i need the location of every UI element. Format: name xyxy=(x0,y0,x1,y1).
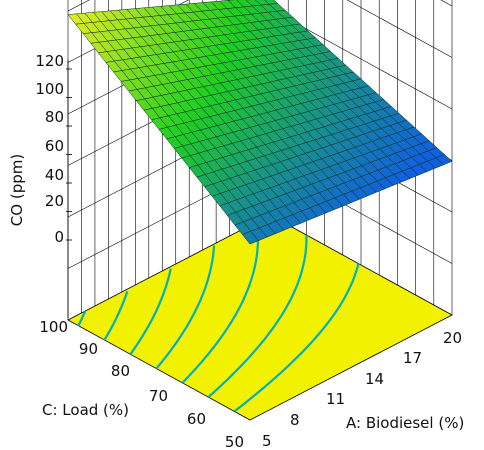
y-tick-80: 80 xyxy=(111,362,130,380)
response-surface xyxy=(67,0,453,245)
contour-line xyxy=(155,245,216,370)
z-tick-80: 80 xyxy=(45,108,64,126)
z-tick-0: 0 xyxy=(54,228,64,246)
x-tick-5: 5 xyxy=(262,432,272,450)
y-tick-70: 70 xyxy=(149,387,168,405)
y-tick-90: 90 xyxy=(79,340,98,358)
y-tick-labels: 100 90 80 70 60 50 xyxy=(39,318,244,450)
contour-line xyxy=(207,235,308,398)
contour-line xyxy=(103,291,129,341)
contour-line xyxy=(181,222,260,384)
x-tick-labels: 5 8 11 14 17 20 xyxy=(262,329,462,450)
x-tick-11: 11 xyxy=(326,390,345,408)
chart-floor xyxy=(67,214,453,421)
x-tick-17: 17 xyxy=(403,349,422,367)
z-axis-label: CO (ppm) xyxy=(8,154,26,226)
z-tick-60: 60 xyxy=(45,137,64,155)
x-axis-label: A: Biodiesel (%) xyxy=(346,414,464,432)
z-tick-labels: 0 20 40 60 80 100 120 xyxy=(35,52,64,246)
x-tick-20: 20 xyxy=(443,329,462,347)
x-tick-8: 8 xyxy=(290,411,300,429)
y-tick-100: 100 xyxy=(39,318,68,336)
y-tick-50: 50 xyxy=(225,433,244,450)
y-tick-60: 60 xyxy=(187,410,206,428)
z-tick-120: 120 xyxy=(35,52,64,70)
x-tick-14: 14 xyxy=(365,370,384,388)
z-tick-40: 40 xyxy=(45,166,64,184)
z-tick-20: 20 xyxy=(45,192,64,210)
surface-cell xyxy=(241,230,259,245)
z-tick-100: 100 xyxy=(35,80,64,98)
floor-plane xyxy=(67,214,453,421)
contour-line xyxy=(233,263,360,413)
contour-line xyxy=(129,268,172,355)
contour-line xyxy=(77,310,87,327)
y-axis-label: C: Load (%) xyxy=(42,401,129,419)
